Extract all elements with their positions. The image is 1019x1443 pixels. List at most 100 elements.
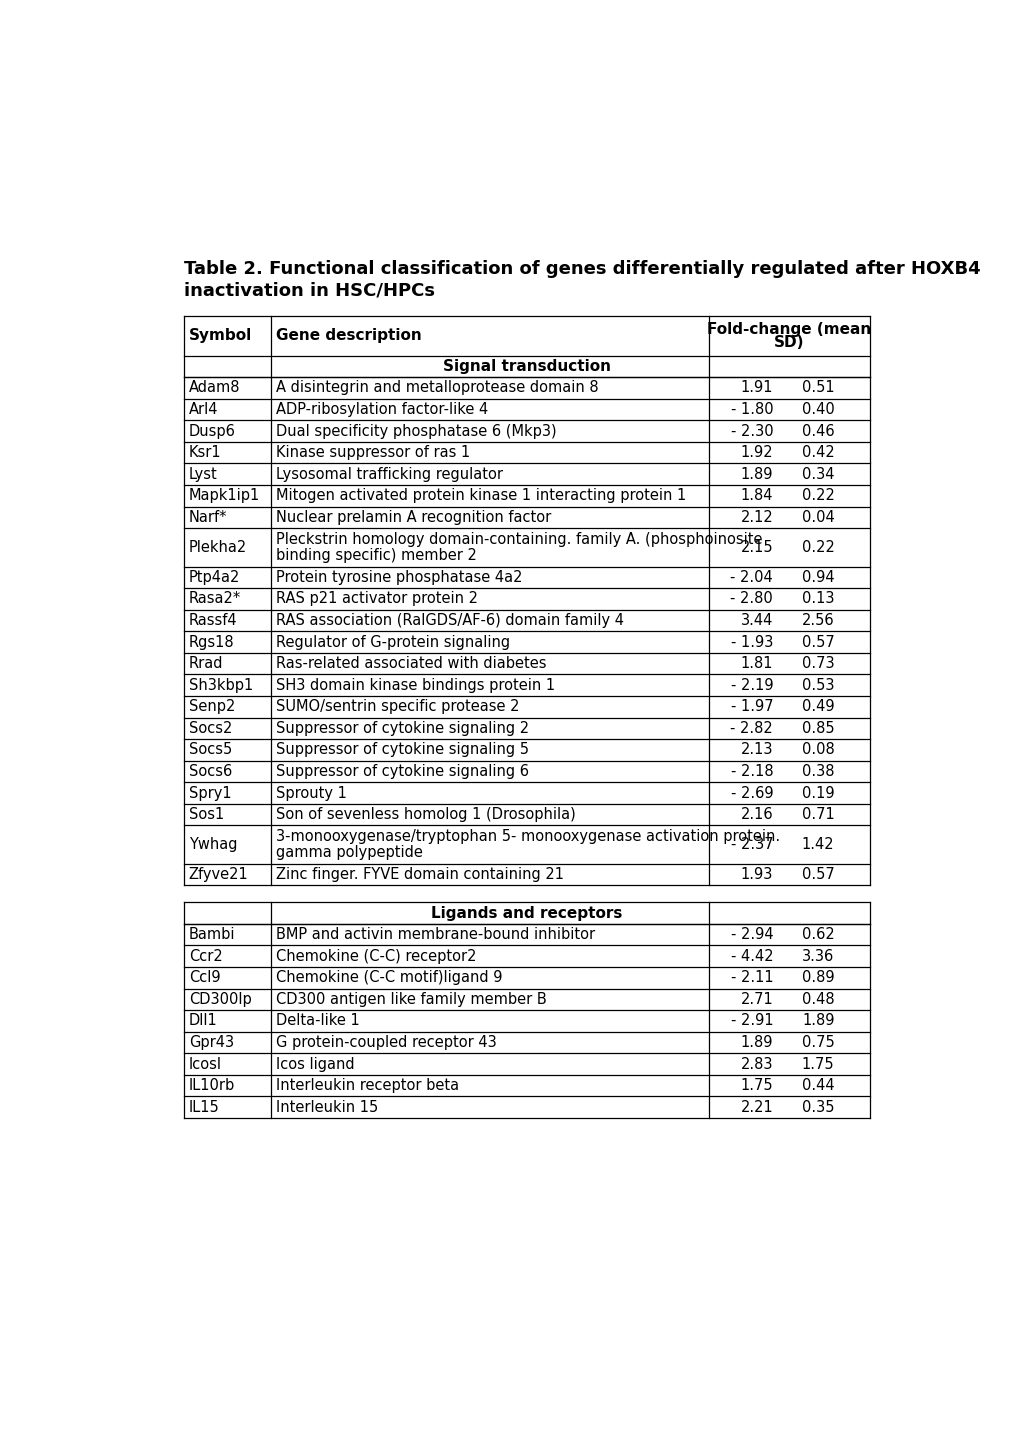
Text: 1.89: 1.89 xyxy=(801,1013,834,1029)
Text: Signal transduction: Signal transduction xyxy=(442,359,610,374)
Text: 0.22: 0.22 xyxy=(801,488,834,504)
Text: - 2.19: - 2.19 xyxy=(730,678,772,693)
Text: - 2.18: - 2.18 xyxy=(730,763,772,779)
Text: Socs2: Socs2 xyxy=(189,722,232,736)
Text: 0.35: 0.35 xyxy=(801,1100,834,1114)
Text: - 1.80: - 1.80 xyxy=(730,403,772,417)
Text: 0.46: 0.46 xyxy=(801,424,834,439)
Text: Socs5: Socs5 xyxy=(189,742,231,758)
Text: Arl4: Arl4 xyxy=(189,403,218,417)
Text: Fold-change (mean: Fold-change (mean xyxy=(706,322,870,338)
Text: 1.84: 1.84 xyxy=(740,488,772,504)
Text: Senp2: Senp2 xyxy=(189,700,234,714)
Text: Narf*: Narf* xyxy=(189,509,227,525)
Text: binding specific) member 2: binding specific) member 2 xyxy=(275,547,476,563)
Text: Pleckstrin homology domain-containing. family A. (phosphoinosite: Pleckstrin homology domain-containing. f… xyxy=(275,532,761,547)
Text: - 1.97: - 1.97 xyxy=(730,700,772,714)
Text: - 2.91: - 2.91 xyxy=(730,1013,772,1029)
Text: 2.13: 2.13 xyxy=(740,742,772,758)
Text: 0.75: 0.75 xyxy=(801,1035,834,1051)
Text: Ccr2: Ccr2 xyxy=(189,948,222,964)
Text: 3-monooxygenase/tryptophan 5- monooxygenase activation protein.: 3-monooxygenase/tryptophan 5- monooxygen… xyxy=(275,830,779,844)
Text: Mapk1ip1: Mapk1ip1 xyxy=(189,488,260,504)
Text: RAS p21 activator protein 2: RAS p21 activator protein 2 xyxy=(275,592,477,606)
Text: Icos ligand: Icos ligand xyxy=(275,1056,354,1072)
Text: 1.75: 1.75 xyxy=(740,1078,772,1094)
Text: 0.38: 0.38 xyxy=(801,763,834,779)
Text: - 2.82: - 2.82 xyxy=(730,722,772,736)
Text: Bambi: Bambi xyxy=(189,928,235,942)
Text: Zfyve21: Zfyve21 xyxy=(189,867,249,882)
Text: Interleukin receptor beta: Interleukin receptor beta xyxy=(275,1078,459,1094)
Text: Table 2. Functional classification of genes differentially regulated after HOXB4: Table 2. Functional classification of ge… xyxy=(183,260,979,278)
Text: 0.08: 0.08 xyxy=(801,742,834,758)
Text: - 2.30: - 2.30 xyxy=(730,424,772,439)
Text: 0.53: 0.53 xyxy=(801,678,834,693)
Text: BMP and activin membrane-bound inhibitor: BMP and activin membrane-bound inhibitor xyxy=(275,928,594,942)
Text: 0.85: 0.85 xyxy=(801,722,834,736)
Text: 1.91: 1.91 xyxy=(740,381,772,395)
Text: Dll1: Dll1 xyxy=(189,1013,217,1029)
Text: Ccl9: Ccl9 xyxy=(189,970,220,986)
Text: Interleukin 15: Interleukin 15 xyxy=(275,1100,377,1114)
Text: 2.71: 2.71 xyxy=(740,991,772,1007)
Text: 1.92: 1.92 xyxy=(740,446,772,460)
Text: Sprouty 1: Sprouty 1 xyxy=(275,785,346,801)
Text: Zinc finger. FYVE domain containing 21: Zinc finger. FYVE domain containing 21 xyxy=(275,867,562,882)
Text: 0.73: 0.73 xyxy=(801,657,834,671)
Text: IL10rb: IL10rb xyxy=(189,1078,234,1094)
Text: Dual specificity phosphatase 6 (Mkp3): Dual specificity phosphatase 6 (Mkp3) xyxy=(275,424,555,439)
Text: Rrad: Rrad xyxy=(189,657,223,671)
Text: Symbol: Symbol xyxy=(189,328,252,343)
Text: Gpr43: Gpr43 xyxy=(189,1035,233,1051)
Text: 0.57: 0.57 xyxy=(801,635,834,649)
Text: Kinase suppressor of ras 1: Kinase suppressor of ras 1 xyxy=(275,446,470,460)
Text: 3.36: 3.36 xyxy=(802,948,834,964)
Text: Adam8: Adam8 xyxy=(189,381,240,395)
Text: 0.62: 0.62 xyxy=(801,928,834,942)
Text: SUMO/sentrin specific protease 2: SUMO/sentrin specific protease 2 xyxy=(275,700,519,714)
Text: Suppressor of cytokine signaling 5: Suppressor of cytokine signaling 5 xyxy=(275,742,528,758)
Text: A disintegrin and metalloprotease domain 8: A disintegrin and metalloprotease domain… xyxy=(275,381,597,395)
Text: Suppressor of cytokine signaling 2: Suppressor of cytokine signaling 2 xyxy=(275,722,528,736)
Text: RAS association (RalGDS/AF-6) domain family 4: RAS association (RalGDS/AF-6) domain fam… xyxy=(275,613,623,628)
Text: 2.16: 2.16 xyxy=(740,807,772,823)
Text: 0.13: 0.13 xyxy=(801,592,834,606)
Text: 1.89: 1.89 xyxy=(740,1035,772,1051)
Text: Son of sevenless homolog 1 (Drosophila): Son of sevenless homolog 1 (Drosophila) xyxy=(275,807,575,823)
Text: Lyst: Lyst xyxy=(189,466,217,482)
Text: - 2.94: - 2.94 xyxy=(730,928,772,942)
Text: 2.21: 2.21 xyxy=(740,1100,772,1114)
Text: 0.57: 0.57 xyxy=(801,867,834,882)
Text: 1.42: 1.42 xyxy=(801,837,834,853)
Text: Suppressor of cytokine signaling 6: Suppressor of cytokine signaling 6 xyxy=(275,763,528,779)
Text: 0.40: 0.40 xyxy=(801,403,834,417)
Text: G protein-coupled receptor 43: G protein-coupled receptor 43 xyxy=(275,1035,496,1051)
Text: - 2.04: - 2.04 xyxy=(730,570,772,584)
Text: 0.94: 0.94 xyxy=(801,570,834,584)
Text: Delta-like 1: Delta-like 1 xyxy=(275,1013,359,1029)
Text: Nuclear prelamin A recognition factor: Nuclear prelamin A recognition factor xyxy=(275,509,550,525)
Text: 0.48: 0.48 xyxy=(801,991,834,1007)
Text: Chemokine (C-C motif)ligand 9: Chemokine (C-C motif)ligand 9 xyxy=(275,970,501,986)
Text: Ywhag: Ywhag xyxy=(189,837,237,853)
Text: Ligands and receptors: Ligands and receptors xyxy=(431,906,622,921)
Text: inactivation in HSC/HPCs: inactivation in HSC/HPCs xyxy=(183,281,435,300)
Text: 0.44: 0.44 xyxy=(801,1078,834,1094)
Text: SH3 domain kinase bindings protein 1: SH3 domain kinase bindings protein 1 xyxy=(275,678,554,693)
Text: 1.93: 1.93 xyxy=(740,867,772,882)
Text: Rgs18: Rgs18 xyxy=(189,635,234,649)
Text: - 2.80: - 2.80 xyxy=(730,592,772,606)
Text: 0.71: 0.71 xyxy=(801,807,834,823)
Text: 0.19: 0.19 xyxy=(801,785,834,801)
Text: gamma polypeptide: gamma polypeptide xyxy=(275,844,422,860)
Text: Spry1: Spry1 xyxy=(189,785,231,801)
Text: 2.15: 2.15 xyxy=(740,540,772,556)
Text: 2.56: 2.56 xyxy=(801,613,834,628)
Text: 3.44: 3.44 xyxy=(740,613,772,628)
Text: - 4.42: - 4.42 xyxy=(730,948,772,964)
Text: 0.42: 0.42 xyxy=(801,446,834,460)
Text: Protein tyrosine phosphatase 4a2: Protein tyrosine phosphatase 4a2 xyxy=(275,570,522,584)
Text: 0.49: 0.49 xyxy=(801,700,834,714)
Text: Gene description: Gene description xyxy=(275,328,421,343)
